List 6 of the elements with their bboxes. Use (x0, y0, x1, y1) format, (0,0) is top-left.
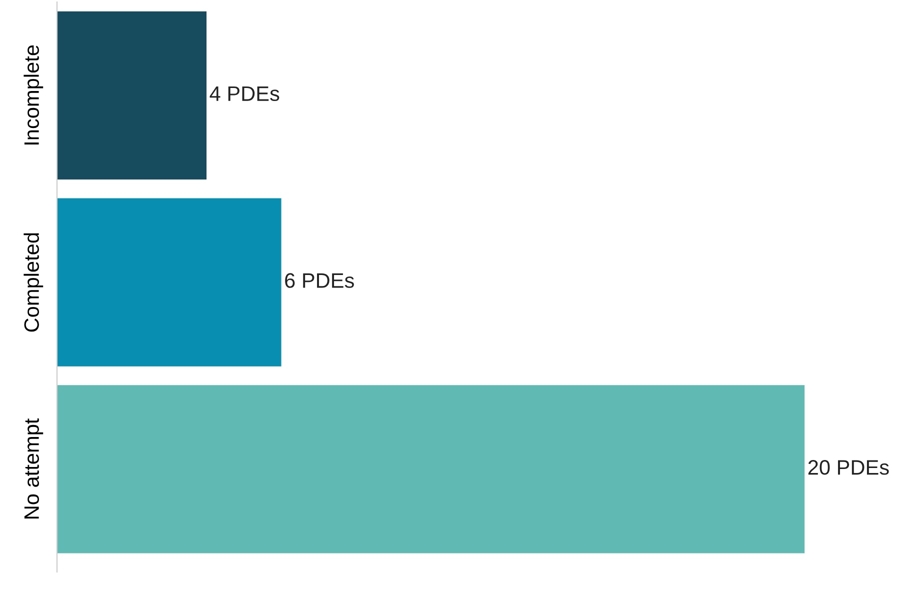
data-label: 20 PDEs (808, 460, 889, 475)
y-tick-label: Completed (24, 233, 44, 332)
y-tick-label: Incomplete (24, 45, 44, 144)
y-tick-label: No attempt (24, 418, 44, 518)
data-label: 4 PDEs (210, 86, 280, 102)
data-label: 6 PDEs (285, 273, 354, 288)
